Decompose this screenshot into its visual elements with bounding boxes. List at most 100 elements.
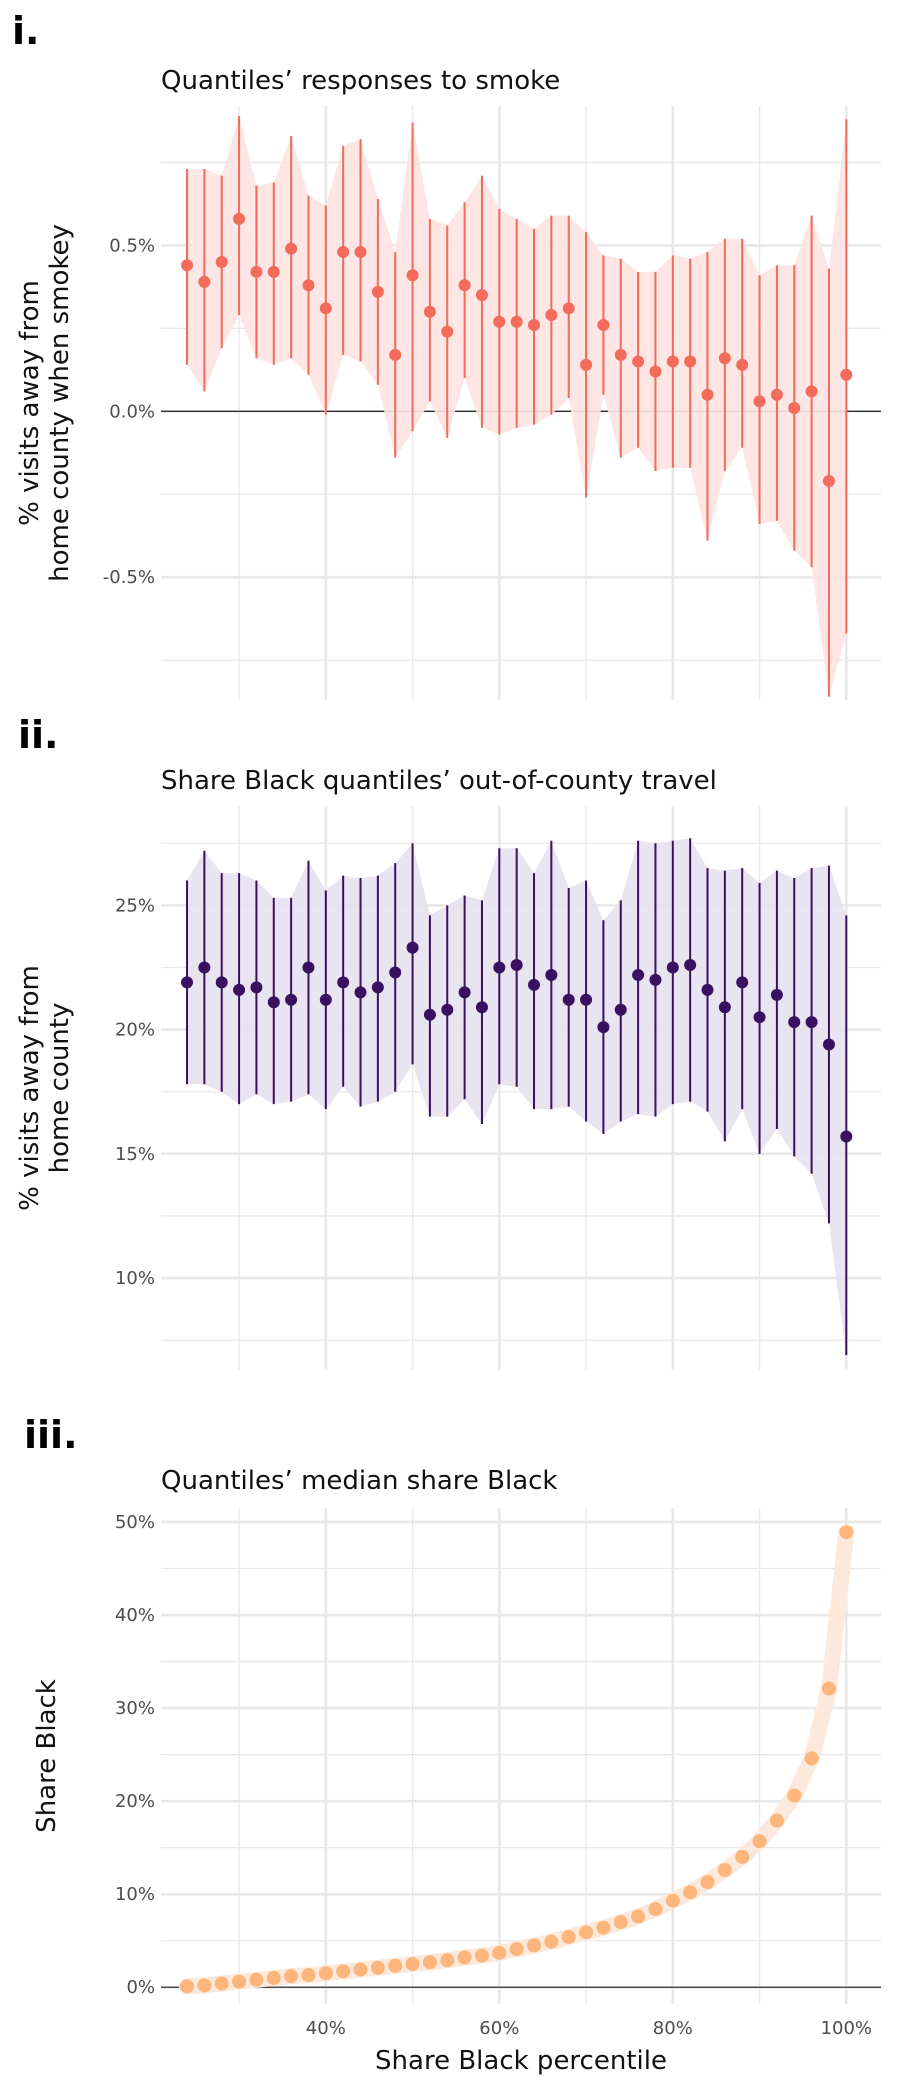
- data-point: [840, 368, 853, 381]
- trend-band: [179, 1524, 855, 1995]
- panel-label-i: i.: [12, 9, 40, 53]
- data-point: [370, 1960, 385, 1975]
- x-tick-label: 80%: [653, 2018, 693, 2039]
- data-point: [406, 269, 419, 282]
- data-point: [717, 1862, 732, 1877]
- data-point: [336, 1964, 351, 1979]
- data-point: [631, 1909, 646, 1924]
- panel-label-ii: ii.: [18, 713, 59, 757]
- data-point: [509, 1942, 524, 1957]
- data-point: [198, 275, 211, 288]
- x-tick-label: 40%: [306, 2018, 346, 2039]
- data-point: [788, 1016, 801, 1029]
- data-point: [597, 319, 610, 332]
- data-point: [457, 1950, 472, 1965]
- data-point: [302, 961, 315, 974]
- data-point: [666, 355, 679, 368]
- data-point: [528, 319, 541, 332]
- y-axis-title: Share Black: [32, 1679, 62, 1833]
- data-point: [614, 348, 627, 361]
- data-point: [267, 996, 280, 1009]
- y-tick-label: 25%: [115, 895, 155, 916]
- data-point: [337, 246, 350, 259]
- data-point: [701, 983, 714, 996]
- data-point: [284, 1969, 299, 1984]
- data-point: [753, 1011, 766, 1024]
- data-point: [214, 1976, 229, 1991]
- data-point: [804, 1751, 819, 1766]
- data-point: [389, 348, 402, 361]
- data-point: [528, 978, 541, 991]
- data-point: [718, 352, 731, 365]
- data-point: [839, 1525, 854, 1540]
- data-point: [319, 993, 332, 1006]
- median-share-chart: 50% 40% 30% 20% 10% 0% 40% 60% 80% 100% Share Blac…: [32, 1508, 881, 2076]
- data-point: [215, 976, 228, 989]
- data-point: [596, 1920, 611, 1935]
- data-point: [822, 1038, 835, 1051]
- data-point: [475, 1001, 488, 1014]
- data-point: [613, 1915, 628, 1930]
- data-point: [718, 1001, 731, 1014]
- confidence-band: [187, 838, 847, 1356]
- data-point: [301, 1968, 316, 1983]
- data-point: [684, 959, 697, 972]
- data-point: [233, 212, 246, 225]
- data-point: [285, 242, 298, 255]
- data-point: [805, 385, 818, 398]
- y-tick-label: 50%: [115, 1512, 155, 1533]
- travel-chart: 25% 20% 15% 10% % visits away from home count…: [15, 806, 881, 1370]
- data-point: [510, 959, 523, 972]
- data-point: [665, 1893, 680, 1908]
- data-point: [233, 983, 246, 996]
- data-point: [649, 973, 662, 986]
- data-point: [285, 993, 298, 1006]
- chart-title-travel: Share Black quantiles’ out-of-county tra…: [161, 766, 717, 796]
- data-point: [389, 966, 402, 979]
- data-point: [736, 976, 749, 989]
- data-point: [458, 986, 471, 999]
- data-point: [562, 993, 575, 1006]
- data-point: [337, 976, 350, 989]
- data-point: [614, 1003, 627, 1016]
- chart-title-median: Quantiles’ median share Black: [161, 1466, 558, 1496]
- data-point: [544, 1934, 559, 1949]
- data-point: [683, 1885, 698, 1900]
- x-axis-title: Share Black percentile: [375, 2046, 667, 2076]
- data-point: [353, 1962, 368, 1977]
- data-point: [422, 1955, 437, 1970]
- data-point: [666, 961, 679, 974]
- data-point: [441, 325, 454, 338]
- data-point: [752, 1834, 767, 1849]
- data-point: [388, 1958, 403, 1973]
- data-point: [406, 941, 419, 954]
- data-point: [649, 365, 662, 378]
- data-point: [493, 961, 506, 974]
- x-tick-label: 60%: [479, 2018, 519, 2039]
- data-point: [684, 355, 697, 368]
- data-point: [474, 1948, 489, 1963]
- data-point: [580, 993, 593, 1006]
- y-axis-title: % visits away from: [15, 965, 45, 1211]
- data-point: [319, 302, 332, 315]
- data-point: [492, 1945, 507, 1960]
- data-point: [561, 1929, 576, 1944]
- data-point: [840, 1130, 853, 1143]
- data-point: [181, 259, 194, 272]
- data-point: [423, 1008, 436, 1021]
- data-point: [493, 315, 506, 328]
- data-point: [250, 981, 263, 994]
- data-point: [788, 401, 801, 414]
- y-tick-label: -0.5%: [103, 567, 155, 588]
- y-tick-label: 30%: [115, 1698, 155, 1719]
- chart-title-smoke: Quantiles’ responses to smoke: [161, 66, 561, 96]
- y-tick-label: 10%: [115, 1268, 155, 1289]
- data-point: [787, 1788, 802, 1803]
- y-axis-title: home county when smokey: [45, 224, 75, 582]
- data-point: [198, 961, 211, 974]
- data-point: [562, 302, 575, 315]
- data-point: [821, 1681, 836, 1696]
- data-point: [354, 246, 367, 259]
- data-point: [458, 279, 471, 292]
- data-point: [405, 1956, 420, 1971]
